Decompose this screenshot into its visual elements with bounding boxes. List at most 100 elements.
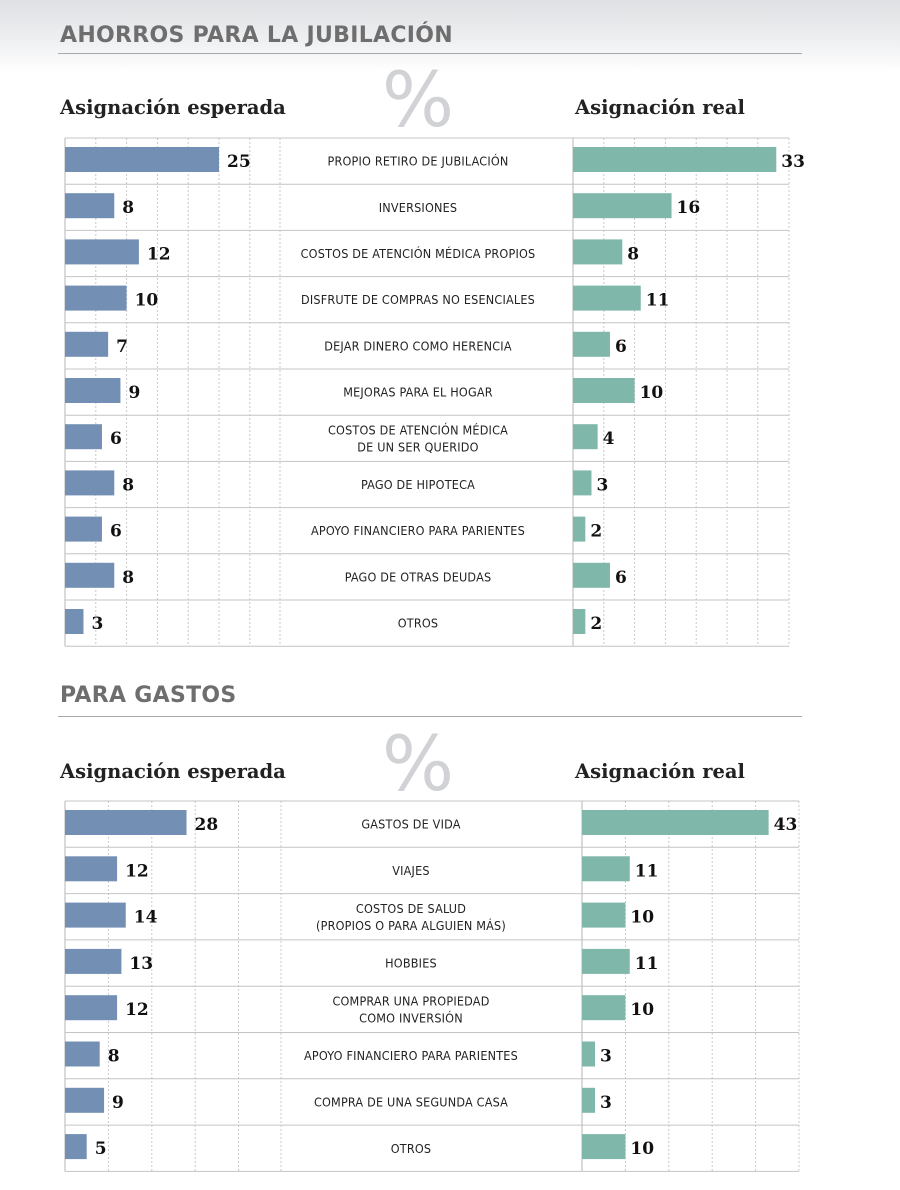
expected-bar [65, 1041, 100, 1067]
actual-value-label: 2 [590, 522, 602, 542]
expected-bar [65, 1087, 105, 1113]
actual-value-label: 10 [640, 383, 664, 403]
expected-bar [65, 147, 219, 172]
category-label: OTROS [398, 616, 439, 631]
actual-value-label: 2 [590, 614, 602, 634]
category-label: APOYO FINANCIERO PARA PARIENTES [311, 523, 525, 538]
expected-value-label: 9 [112, 1093, 124, 1113]
expected-value-label: 8 [122, 475, 134, 495]
actual-bar [573, 147, 777, 172]
category-label: HOBBIES [385, 956, 437, 971]
category-label-line: (PROPIOS O PARA ALGUIEN MÁS) [316, 918, 506, 933]
actual-value-label: 33 [781, 152, 805, 172]
actual-bar [582, 810, 769, 835]
actual-value-label: 10 [630, 1000, 654, 1020]
header-band [0, 0, 900, 72]
section-title: PARA GASTOS [60, 683, 237, 708]
actual-bar [573, 193, 672, 219]
category-label: INVERSIONES [379, 200, 458, 215]
category-label: COMPRA DE UNA SEGUNDA CASA [314, 1094, 508, 1109]
expected-value-label: 8 [122, 198, 134, 218]
category-label: VIAJES [392, 863, 429, 878]
expected-allocation-heading: Asignación esperada [60, 760, 286, 783]
actual-value-label: 6 [615, 337, 627, 357]
expected-bar [65, 193, 115, 219]
actual-value-label: 11 [635, 861, 659, 881]
actual-value-label: 3 [600, 1047, 612, 1067]
expected-value-label: 6 [110, 522, 122, 542]
actual-bar [582, 902, 626, 928]
actual-value-label: 4 [603, 429, 615, 449]
expected-bar [65, 378, 121, 403]
actual-allocation-heading: Asignación real [575, 760, 745, 783]
actual-value-label: 11 [646, 291, 670, 311]
expected-bar [65, 995, 118, 1021]
actual-value-label: 10 [630, 1139, 654, 1159]
category-label: APOYO FINANCIERO PARA PARIENTES [304, 1048, 518, 1063]
expected-bar [65, 562, 115, 588]
category-label-line: COMO INVERSIÓN [359, 1010, 463, 1025]
expected-value-label: 12 [125, 861, 149, 881]
actual-bar [582, 1041, 596, 1067]
actual-value-label: 43 [774, 815, 798, 835]
expected-value-label: 10 [135, 291, 159, 311]
percent-symbol: % [381, 55, 455, 144]
expected-value-label: 12 [147, 244, 171, 264]
actual-value-label: 16 [677, 198, 701, 218]
expected-value-label: 28 [195, 815, 219, 835]
actual-bar [573, 285, 641, 311]
actual-value-label: 11 [635, 954, 659, 974]
expected-value-label: 14 [134, 908, 158, 928]
expected-value-label: 7 [116, 337, 128, 357]
category-label: PAGO DE OTRAS DEUDAS [345, 569, 492, 584]
category-label: DISFRUTE DE COMPRAS NO ESENCIALES [301, 292, 535, 307]
expected-value-label: 3 [91, 614, 103, 634]
category-label: GASTOS DE VIDA [361, 817, 460, 832]
actual-value-label: 3 [596, 475, 608, 495]
category-label-line: COSTOS DE SALUD [356, 901, 466, 916]
category-label: PROPIO RETIRO DE JUBILACIÓN [327, 154, 508, 169]
expected-bar [65, 856, 118, 882]
expected-bar [65, 609, 84, 634]
section-title: AHORROS PARA LA JUBILACIÓN [60, 23, 453, 48]
expected-allocation-heading: Asignación esperada [60, 96, 286, 119]
actual-bar [582, 995, 626, 1021]
expected-value-label: 8 [108, 1047, 120, 1067]
category-label: PAGO DE HIPOTECA [361, 477, 475, 492]
expected-bar [65, 810, 187, 835]
expected-bar [65, 239, 139, 265]
actual-value-label: 10 [630, 908, 654, 928]
category-label: COMPRAR UNA PROPIEDAD COMO INVERSIÓN [332, 993, 489, 1025]
actual-allocation-heading: Asignación real [575, 96, 745, 119]
actual-value-label: 3 [600, 1093, 612, 1113]
retirement-savings-section: AHORROS PARA LA JUBILACIÓN % Asignación … [58, 23, 805, 647]
actual-value-label: 8 [627, 244, 639, 264]
category-label: DEJAR DINERO COMO HERENCIA [324, 338, 512, 353]
actual-bar [573, 331, 610, 357]
expected-value-label: 6 [110, 429, 122, 449]
actual-value-label: 6 [615, 568, 627, 588]
expected-value-label: 12 [125, 1000, 149, 1020]
actual-bar [582, 1134, 626, 1160]
category-label-line: COSTOS DE ATENCIÓN MÉDICA [328, 422, 508, 437]
category-label: OTROS [391, 1141, 432, 1156]
expected-bar [65, 1134, 87, 1160]
expected-bar [65, 331, 109, 357]
expected-value-label: 5 [95, 1139, 107, 1159]
actual-bar [573, 239, 623, 265]
expected-bar [65, 424, 102, 450]
expected-bar [65, 948, 122, 974]
expected-bar [65, 285, 127, 311]
actual-bar [573, 609, 586, 634]
actual-bar [573, 516, 586, 542]
expected-bar [65, 516, 102, 542]
actual-bar [582, 1087, 596, 1113]
section-rule [58, 53, 802, 54]
percent-symbol: % [381, 719, 455, 808]
category-label: COSTOS DE ATENCIÓN MÉDICA PROPIOS [301, 246, 536, 261]
category-label-line: COMPRAR UNA PROPIEDAD [332, 993, 489, 1008]
expected-value-label: 13 [129, 954, 153, 974]
expected-value-label: 25 [227, 152, 251, 172]
actual-bar [582, 948, 630, 974]
